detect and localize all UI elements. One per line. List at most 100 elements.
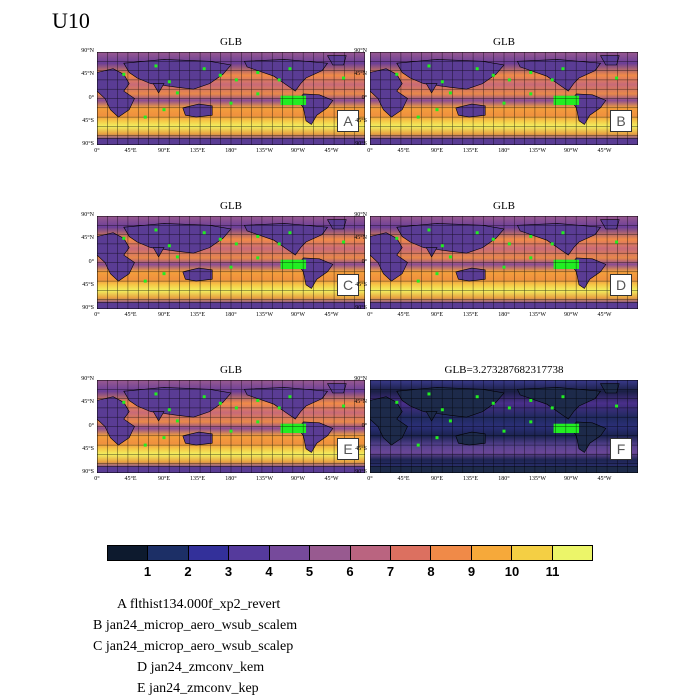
panel-letter-label: C	[337, 274, 359, 296]
land-polygon	[516, 59, 602, 92]
station-marker	[416, 115, 420, 119]
latitude-label: 90°N	[354, 48, 367, 54]
colorbar-swatch	[431, 546, 472, 560]
station-marker	[507, 406, 511, 410]
panel-title: GLB	[220, 36, 242, 48]
legend-entry-a: A flthist134.000f_xp2_revert	[117, 597, 281, 612]
station-marker	[529, 420, 533, 424]
green-region	[280, 259, 307, 270]
station-marker	[529, 398, 533, 402]
station-marker	[143, 443, 147, 447]
station-marker	[122, 236, 126, 240]
colorbar-swatch	[148, 546, 189, 560]
longitude-label: 180°	[225, 312, 237, 318]
map-panel: GLB 90°N 45°N 0° 45°S 90°S 0° 45°E 90°E 135°E 180°…	[81, 36, 365, 166]
longitude-label: 0°	[94, 148, 100, 154]
longitude-label: 180°	[498, 312, 510, 318]
station-marker	[277, 406, 281, 410]
station-marker	[256, 92, 260, 96]
latitude-label: 45°S	[355, 281, 367, 288]
longitude-label: 45°W	[324, 476, 339, 482]
latitude-label: 90°N	[81, 376, 94, 382]
longitude-label: 90°W	[563, 312, 579, 318]
latitude-label: 90°N	[81, 48, 94, 54]
station-marker	[615, 76, 619, 80]
longitude-label: 90°W	[290, 312, 306, 318]
colorbar-tick-label: 9	[467, 564, 476, 579]
station-marker	[491, 73, 495, 77]
station-marker	[491, 237, 495, 241]
legend-entry-c: C jan24_microp_aero_wsub_scalep	[93, 639, 294, 654]
longitude-label: 0°	[94, 312, 100, 318]
world-map	[370, 380, 638, 473]
latitude-label: 90°S	[355, 141, 367, 147]
latitude-label: 45°S	[355, 117, 367, 124]
station-marker	[154, 392, 158, 396]
green-region	[553, 423, 580, 434]
longitude-label: 180°	[225, 148, 237, 154]
colorbar-tick-label: 1	[143, 564, 152, 579]
longitude-label: 135°E	[189, 312, 206, 318]
panel-letter-label: D	[610, 274, 632, 296]
longitude-label: 45°E	[397, 148, 410, 154]
station-marker	[122, 400, 126, 404]
land-polygon	[243, 223, 329, 256]
latitude-label: 45°N	[354, 399, 367, 406]
longitude-label: 180°	[498, 476, 510, 482]
land-polygon	[599, 55, 620, 66]
station-marker	[440, 244, 444, 248]
station-marker	[550, 242, 554, 246]
latitude-label: 45°N	[81, 71, 94, 78]
panel-letter-label: E	[337, 438, 359, 460]
latitude-label: 90°S	[82, 469, 94, 475]
station-marker	[167, 80, 171, 84]
latitude-label: 0°	[361, 94, 367, 101]
longitude-label: 45°W	[324, 148, 339, 154]
latitude-label: 90°S	[82, 141, 94, 147]
station-marker	[256, 420, 260, 424]
station-marker	[448, 255, 452, 259]
colorbar-tick-label: 10	[504, 564, 520, 579]
land-polygon	[326, 383, 347, 394]
colorbar-tick-label: 11	[545, 564, 560, 579]
land-polygon	[455, 431, 486, 446]
station-marker	[122, 72, 126, 76]
latitude-label: 90°S	[355, 305, 367, 311]
colorbar-tick-label: 3	[224, 564, 233, 579]
colorbar	[107, 545, 593, 561]
longitude-label: 135°E	[462, 312, 479, 318]
station-marker	[529, 234, 533, 238]
station-marker	[475, 67, 479, 71]
world-map	[370, 216, 638, 309]
panel-title: GLB	[220, 200, 242, 212]
land-polygon	[599, 219, 620, 230]
longitude-label: 0°	[367, 148, 373, 154]
land-polygon	[243, 387, 329, 420]
station-marker	[234, 406, 238, 410]
colorbar-swatch	[108, 546, 149, 560]
latitude-label: 45°N	[81, 235, 94, 242]
station-marker	[507, 242, 511, 246]
land-polygon	[97, 232, 135, 282]
station-marker	[256, 398, 260, 402]
colorbar-swatch	[390, 546, 432, 560]
station-marker	[202, 395, 206, 399]
station-marker	[175, 255, 179, 259]
latitude-label: 0°	[361, 258, 367, 265]
world-map	[97, 216, 365, 309]
longitude-label: 135°W	[255, 312, 274, 318]
station-marker	[561, 67, 565, 71]
station-marker	[427, 392, 431, 396]
land-polygon	[370, 232, 408, 282]
longitude-label: 90°W	[563, 148, 579, 154]
station-marker	[288, 231, 292, 235]
panel-letter-label: A	[337, 110, 359, 132]
latitude-label: 45°S	[82, 117, 94, 124]
station-marker	[491, 401, 495, 405]
station-marker	[229, 101, 233, 105]
page-title: U10	[52, 8, 90, 33]
longitude-label: 45°W	[597, 312, 612, 318]
latitude-label: 0°	[88, 258, 94, 265]
colorbar-swatch	[229, 546, 270, 560]
longitude-label: 135°E	[462, 476, 479, 482]
